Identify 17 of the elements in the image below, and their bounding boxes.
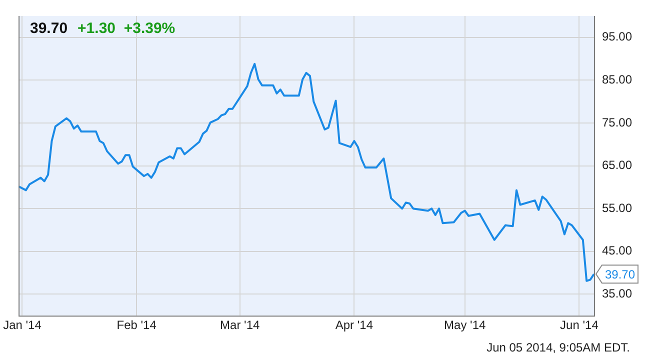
y-tick-label: 85.00 [602, 72, 632, 87]
x-tick-label: May '14 [444, 318, 486, 332]
x-tick-label: Jan '14 [3, 318, 42, 332]
chart-subtitle: +1.30 +3.39% [78, 20, 176, 36]
y-tick-label: 45.00 [602, 244, 632, 258]
x-tick-label: Apr '14 [335, 318, 374, 332]
x-tick-label: Feb '14 [116, 318, 157, 332]
text: Jun 05 2014, 9:05AM EDT. [486, 340, 630, 354]
y-tick-label: 35.00 [602, 286, 632, 301]
x-tick-label: Mar '14 [220, 318, 260, 332]
annotation: 39.70 [604, 267, 636, 282]
x-tick-label: Jun '14 [560, 318, 599, 332]
chart-title: 39.70 [30, 20, 68, 36]
y-tick-label: 75.00 [602, 115, 632, 130]
y-tick-label: 95.00 [602, 30, 632, 44]
y-tick-label: 55.00 [602, 200, 632, 215]
y-tick-label: 65.00 [602, 158, 632, 172]
